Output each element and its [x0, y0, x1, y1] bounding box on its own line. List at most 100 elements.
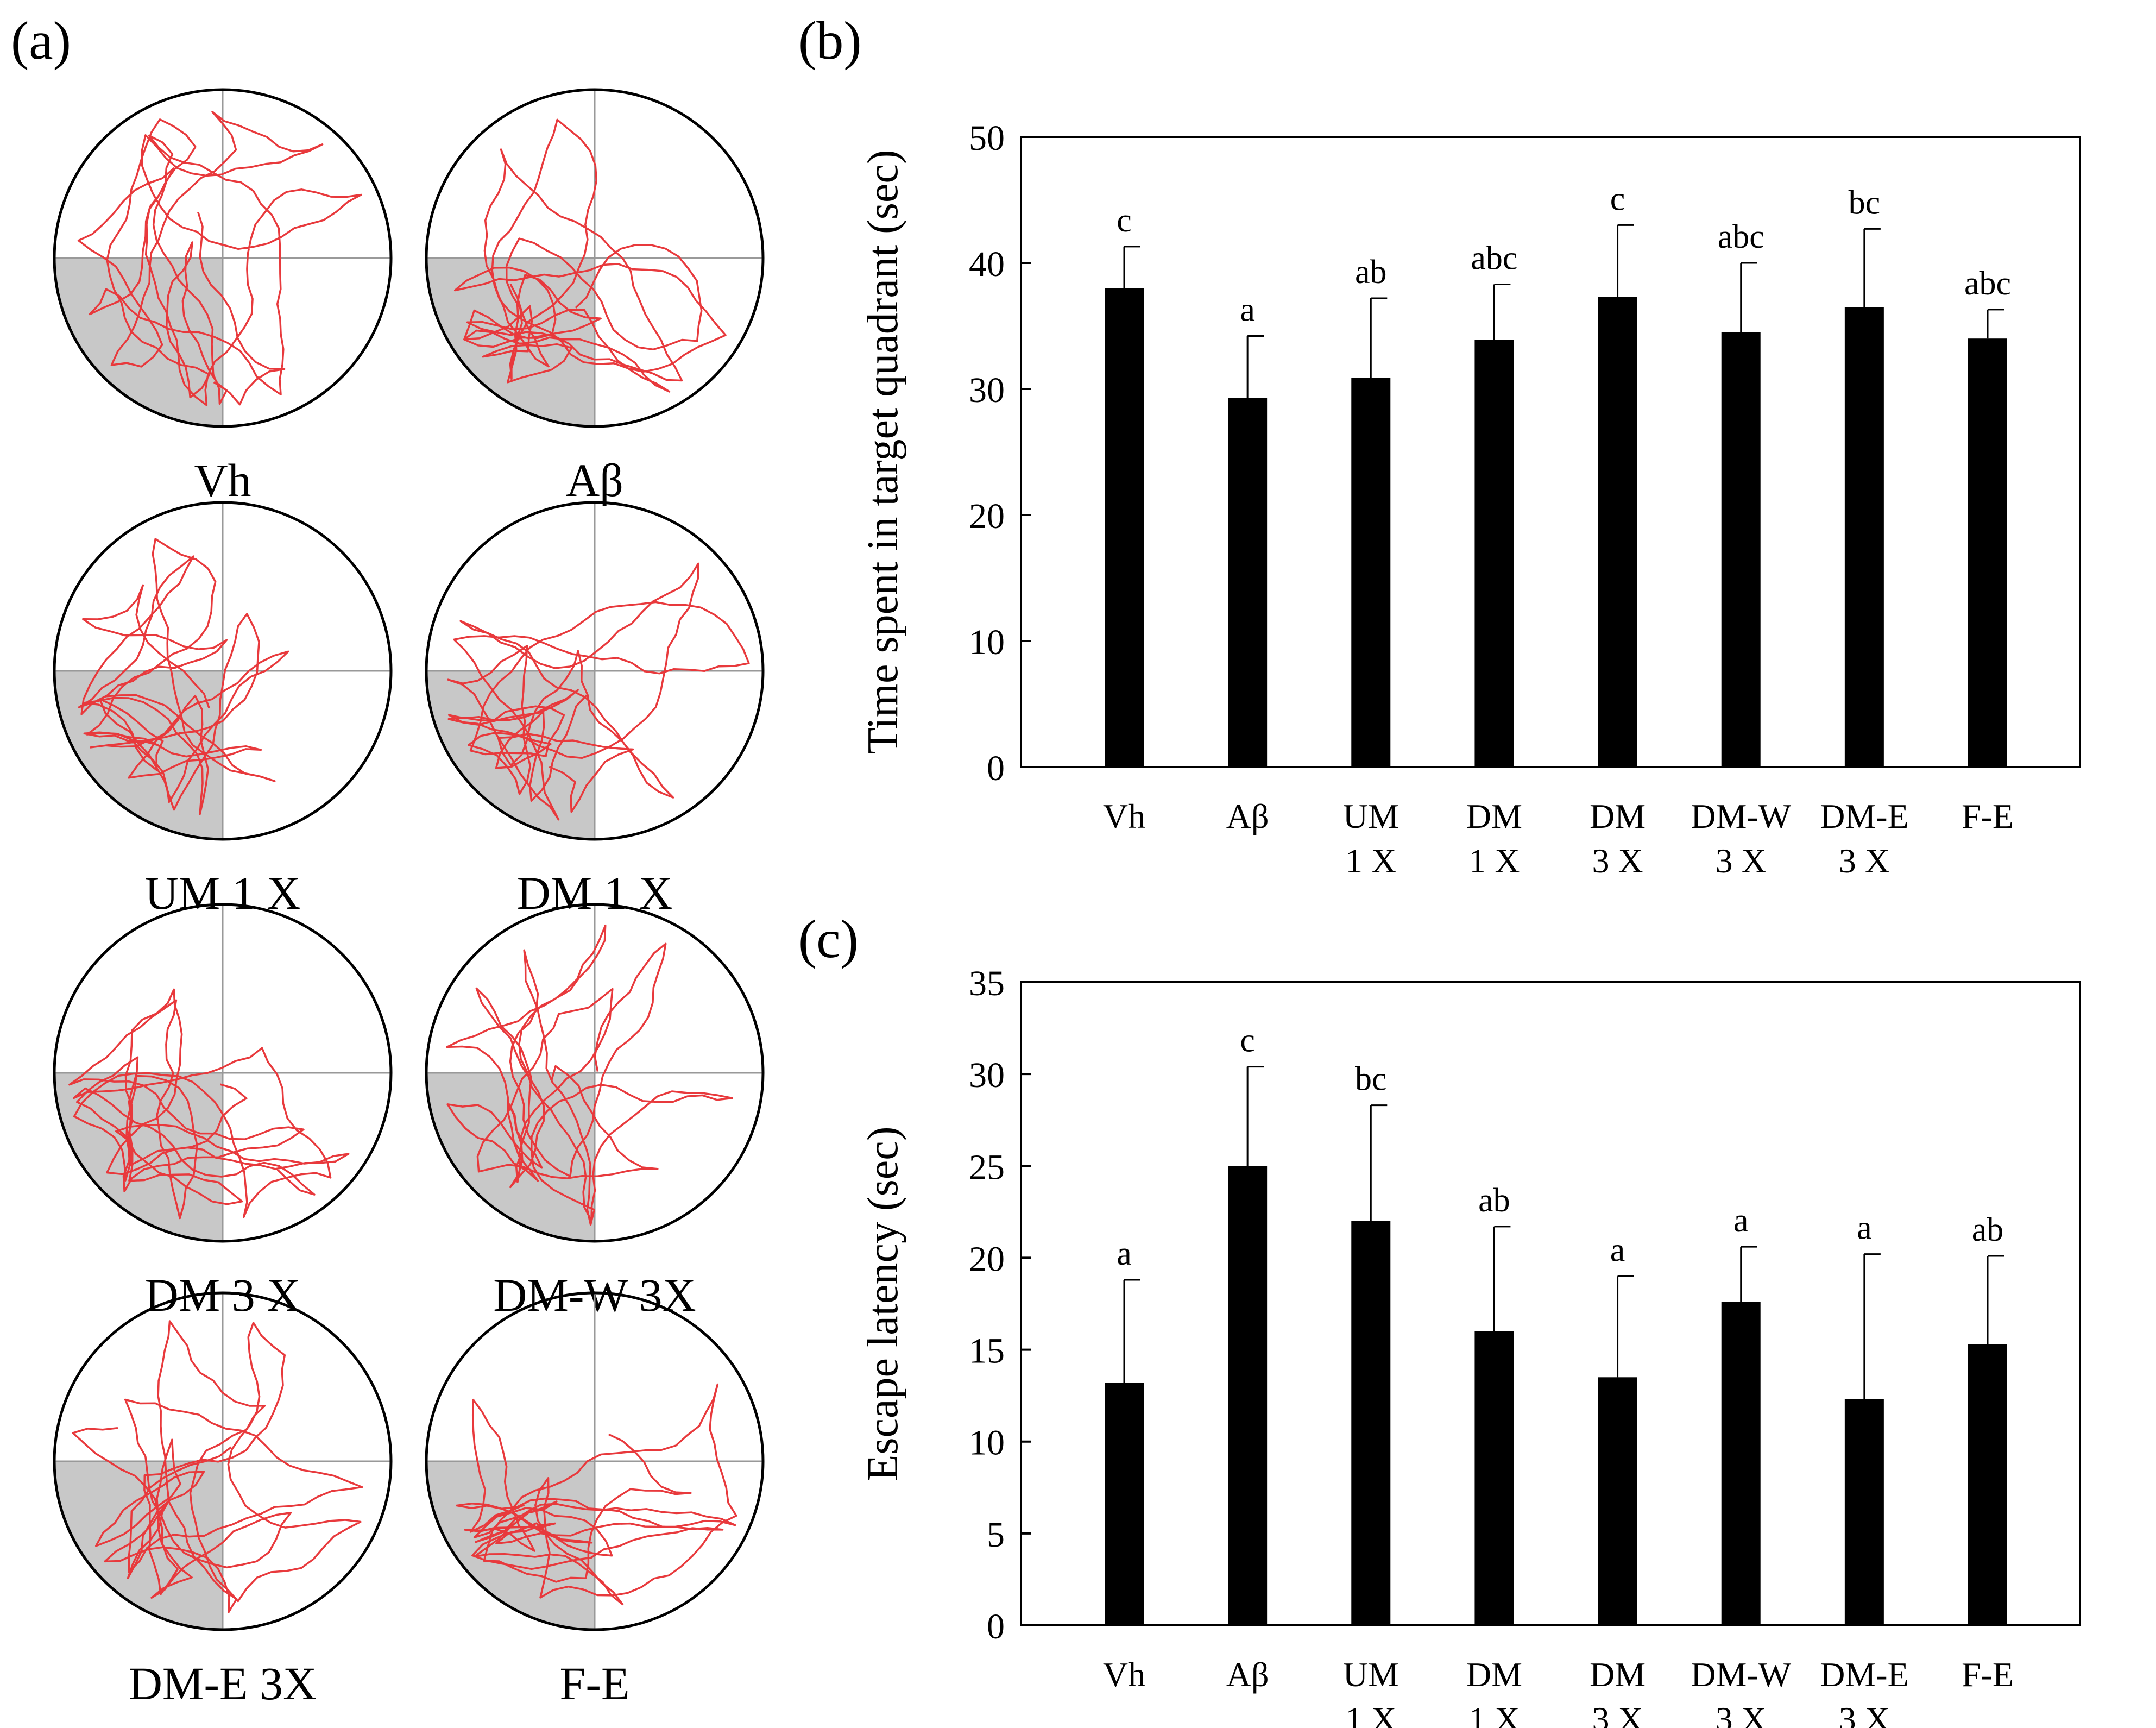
x-tick-label: UM — [1343, 797, 1399, 835]
bar — [1351, 1221, 1391, 1625]
track-title: F-E — [560, 1657, 630, 1710]
significance-letter: a — [1857, 1210, 1872, 1247]
significance-letter: ab — [1355, 254, 1387, 291]
chart-time-in-target-quadrant: 0 10 20 30 40 50 Time spent in target quadrant… — [859, 118, 2081, 880]
panel-label-a: (a) — [11, 10, 71, 71]
y-tick-label: 20 — [969, 497, 1005, 536]
y-tick-label: 50 — [969, 118, 1005, 158]
y-tick-label: 30 — [969, 1055, 1005, 1095]
x-tick-label: UM — [1343, 1655, 1399, 1694]
track-plot: F-E — [425, 1291, 765, 1710]
bar — [1968, 1344, 2007, 1625]
x-tick-label: 3 X — [1716, 1700, 1767, 1728]
x-tick-label: 1 X — [1468, 1700, 1520, 1728]
swim-path — [72, 1320, 363, 1613]
bar — [1844, 1399, 1884, 1625]
y-tick-label: 20 — [969, 1239, 1005, 1279]
track-plot: DM-E 3X — [53, 1291, 393, 1710]
y-tick-label: 25 — [969, 1147, 1005, 1187]
y-tick-label: 0 — [987, 749, 1005, 788]
pool-outline — [53, 501, 393, 841]
pool-outline — [53, 88, 393, 428]
pool-outline — [53, 903, 393, 1243]
bar — [1474, 340, 1514, 767]
significance-letter: a — [1733, 1202, 1749, 1239]
y-tick-label: 5 — [987, 1515, 1005, 1555]
x-tick-label: DM — [1590, 797, 1646, 835]
bar — [1105, 288, 1144, 767]
track-title: DM-E 3X — [129, 1657, 317, 1710]
swim-path — [77, 111, 362, 406]
plot-frame — [1020, 981, 2081, 1626]
swim-path — [453, 118, 727, 393]
x-tick-label: DM-E — [1820, 1655, 1909, 1694]
significance-letter: c — [1610, 180, 1625, 217]
x-tick-label: DM-W — [1691, 797, 1791, 835]
y-tick-label: 35 — [969, 964, 1005, 1003]
x-tick-label: Aβ — [1226, 797, 1269, 835]
pool-outline — [53, 1291, 393, 1631]
track-plot: Aβ — [425, 88, 765, 506]
significance-letter: ab — [1478, 1182, 1510, 1219]
significance-letter: c — [1117, 202, 1132, 239]
target-quadrant — [54, 258, 223, 426]
bar — [1721, 1302, 1761, 1625]
x-tick-label: 1 X — [1468, 841, 1520, 880]
bar — [1474, 1331, 1514, 1625]
swim-path — [68, 988, 350, 1220]
x-tick-label: Aβ — [1226, 1655, 1269, 1694]
swim-path — [78, 538, 289, 815]
significance-letter: c — [1240, 1022, 1255, 1059]
y-tick-label: 10 — [969, 623, 1005, 662]
y-tick-label: 15 — [969, 1331, 1005, 1371]
panel-label-c: (c) — [798, 909, 859, 969]
chart-escape-latency: 0 5 10 15 20 25 30 35 Escape latency (sec) a Vh c Aβ… — [859, 964, 2081, 1728]
bar — [1228, 398, 1268, 767]
significance-letter: ab — [1972, 1211, 2004, 1248]
bar — [1598, 297, 1637, 767]
bar — [1228, 1166, 1268, 1625]
panel-label-b: (b) — [798, 10, 862, 71]
significance-letter: a — [1240, 292, 1255, 329]
y-tick-label: 40 — [969, 244, 1005, 284]
x-tick-label: 1 X — [1345, 1700, 1396, 1728]
significance-letter: a — [1117, 1235, 1132, 1272]
significance-letter: abc — [1964, 265, 2011, 302]
bar — [1721, 332, 1761, 767]
pool-outline — [425, 1291, 765, 1631]
target-quadrant — [54, 1461, 223, 1630]
pool-outline — [425, 501, 765, 841]
x-tick-label: 3 X — [1592, 841, 1643, 880]
y-tick-label: 10 — [969, 1423, 1005, 1463]
bar — [1968, 338, 2007, 767]
track-title: Vh — [194, 454, 251, 506]
x-tick-label: F-E — [1962, 797, 2014, 835]
swim-path — [446, 924, 733, 1226]
y-axis-label: Escape latency (sec) — [859, 1127, 907, 1481]
bar — [1351, 378, 1391, 767]
y-tick-label: 0 — [987, 1607, 1005, 1647]
significance-letter: bc — [1849, 184, 1881, 221]
x-tick-label: 1 X — [1345, 841, 1396, 880]
y-axis-label: Time spent in target quadrant (sec) — [859, 149, 907, 754]
track-plot: Vh — [53, 88, 393, 506]
x-tick-label: DM — [1466, 1655, 1522, 1694]
x-tick-label: 3 X — [1592, 1700, 1643, 1728]
x-tick-label: DM-E — [1820, 797, 1909, 835]
x-tick-label: Vh — [1103, 1655, 1145, 1694]
pool-outline — [425, 903, 765, 1243]
bar — [1844, 307, 1884, 767]
significance-letter: a — [1610, 1231, 1625, 1268]
target-quadrant — [426, 1073, 595, 1241]
x-tick-label: 3 X — [1716, 841, 1767, 880]
significance-letter: abc — [1718, 218, 1764, 255]
swim-path — [456, 1383, 737, 1606]
x-tick-label: 3 X — [1839, 841, 1890, 880]
track-title: Aβ — [566, 454, 623, 506]
x-tick-label: Vh — [1103, 797, 1145, 835]
significance-letter: abc — [1471, 240, 1517, 277]
swim-path — [447, 562, 750, 821]
